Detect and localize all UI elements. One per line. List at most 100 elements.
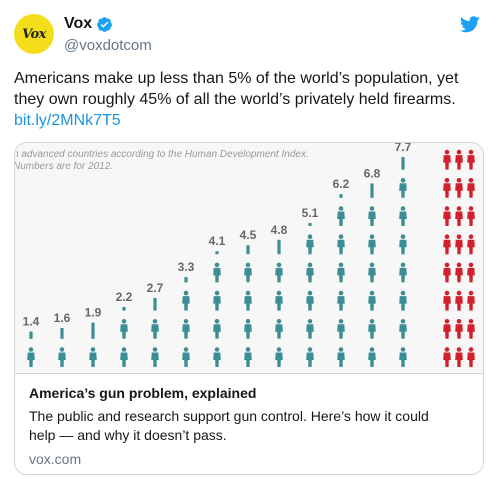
person-figure-icon xyxy=(213,319,221,339)
person-figure-icon xyxy=(182,319,190,339)
person-figure-icon xyxy=(182,347,190,367)
person-figure-icon xyxy=(467,262,475,283)
bar-value-label: 3.3 xyxy=(178,260,195,274)
bar-value-label: 5.1 xyxy=(302,206,319,220)
person-figure-icon xyxy=(182,290,190,311)
person-figure-icon xyxy=(399,347,407,367)
person-figure-icon xyxy=(120,347,128,367)
person-figure-icon xyxy=(120,319,128,339)
person-figure-icon xyxy=(467,206,475,226)
person-figure-icon xyxy=(467,149,475,170)
twitter-bird-icon[interactable] xyxy=(460,16,480,33)
person-figure-icon xyxy=(306,319,314,339)
person-figure-icon xyxy=(443,290,451,311)
person-figure-icon xyxy=(368,262,376,283)
chart-bar: 4.5 xyxy=(240,228,257,367)
partial-figure xyxy=(215,251,219,255)
person-figure-icon xyxy=(337,234,345,255)
chart-bar: 2.2 xyxy=(116,290,133,367)
bar-value-label: 2.7 xyxy=(147,281,164,295)
person-figure-icon xyxy=(306,262,314,283)
person-figure-icon xyxy=(368,234,376,255)
chart-bar: 4.1 xyxy=(209,234,226,367)
person-figure-icon xyxy=(455,262,463,283)
person-figure-icon xyxy=(337,206,345,226)
person-figure-icon xyxy=(443,347,451,367)
partial-figure xyxy=(401,157,405,170)
person-figure-icon xyxy=(213,262,221,283)
person-figure-icon xyxy=(443,262,451,283)
person-figure-icon xyxy=(467,234,475,255)
link-card[interactable]: n advanced countries according to the Hu… xyxy=(14,142,484,475)
card-body[interactable]: America’s gun problem, explained The pub… xyxy=(15,373,483,474)
person-figure-icon xyxy=(399,319,407,339)
person-figure-icon xyxy=(368,290,376,311)
person-figure-icon xyxy=(443,319,451,339)
person-figure-icon xyxy=(455,290,463,311)
person-figure-icon xyxy=(306,234,314,255)
partial-figure xyxy=(60,328,64,339)
bar-value-label: 7.7 xyxy=(395,143,412,154)
chart-bar: 6.8 xyxy=(364,166,381,367)
gun-ownership-chart: n advanced countries according to the Hu… xyxy=(15,143,475,367)
person-figure-icon xyxy=(244,319,252,339)
partial-figure xyxy=(277,239,281,255)
tweet-link[interactable]: bit.ly/2MNk7T5 xyxy=(14,112,121,129)
person-figure-icon xyxy=(244,290,252,311)
author-name[interactable]: Vox xyxy=(64,15,93,32)
person-figure-icon xyxy=(244,262,252,283)
person-figure-icon xyxy=(368,206,376,226)
person-figure-icon xyxy=(337,262,345,283)
person-figure-icon xyxy=(275,262,283,283)
person-figure-icon xyxy=(455,206,463,226)
partial-figure xyxy=(184,277,188,283)
author-block[interactable]: Vox @voxdotcom xyxy=(64,14,152,54)
author-handle[interactable]: @voxdotcom xyxy=(64,37,152,54)
person-figure-icon xyxy=(27,347,35,367)
person-figure-icon xyxy=(275,347,283,367)
bar-value-label: 6.8 xyxy=(364,166,381,180)
bar-value-label: 4.5 xyxy=(240,228,257,242)
avatar[interactable]: Vox xyxy=(14,14,54,54)
chart-bar: 1.9 xyxy=(85,306,102,367)
person-figure-icon xyxy=(213,290,221,311)
person-figure-icon xyxy=(467,290,475,311)
bar-value-label: 4.1 xyxy=(209,234,226,248)
person-figure-icon xyxy=(337,347,345,367)
card-image[interactable]: n advanced countries according to the Hu… xyxy=(15,143,483,373)
person-figure-icon xyxy=(368,319,376,339)
person-figure-icon xyxy=(443,234,451,255)
person-figure-icon xyxy=(306,347,314,367)
card-title[interactable]: America’s gun problem, explained xyxy=(29,385,257,401)
bar-value-label: 6.2 xyxy=(333,177,350,191)
person-figure-icon xyxy=(467,319,475,339)
chart-caption-line1: n advanced countries according to the Hu… xyxy=(15,149,309,160)
person-figure-icon xyxy=(213,347,221,367)
person-figure-icon xyxy=(455,149,463,170)
person-figure-icon xyxy=(275,290,283,311)
card-domain: vox.com xyxy=(29,451,82,467)
chart-bar: 1.4 xyxy=(23,315,40,367)
partial-figure xyxy=(308,223,312,226)
person-figure-icon xyxy=(337,319,345,339)
person-figure-icon xyxy=(89,347,97,367)
chart-bar: 3.3 xyxy=(178,260,195,367)
bar-value-label: 1.9 xyxy=(85,306,102,320)
bar-value-label: 1.4 xyxy=(23,315,40,329)
partial-figure xyxy=(370,183,374,198)
bar-value-label: 2.2 xyxy=(116,290,133,304)
person-figure-icon xyxy=(455,178,463,198)
partial-figure xyxy=(122,307,126,311)
person-figure-icon xyxy=(368,347,376,367)
partial-figure xyxy=(91,322,95,339)
chart-caption-line2: Numbers are for 2012. xyxy=(15,161,113,172)
person-figure-icon xyxy=(455,234,463,255)
chart-bar: 7.7 xyxy=(395,143,412,367)
bar-value-label: 4.8 xyxy=(271,223,288,237)
verified-badge-icon xyxy=(97,16,113,32)
person-figure-icon xyxy=(399,234,407,255)
person-figure-icon xyxy=(443,178,451,198)
partial-figure xyxy=(153,298,157,311)
chart-bars: 1.4 1.6 1.9 2.2 2.7 3.3 4.1 4.5 4.8 5.1 6.2 6.8 7.7 xyxy=(23,143,475,367)
person-figure-icon xyxy=(467,347,475,367)
